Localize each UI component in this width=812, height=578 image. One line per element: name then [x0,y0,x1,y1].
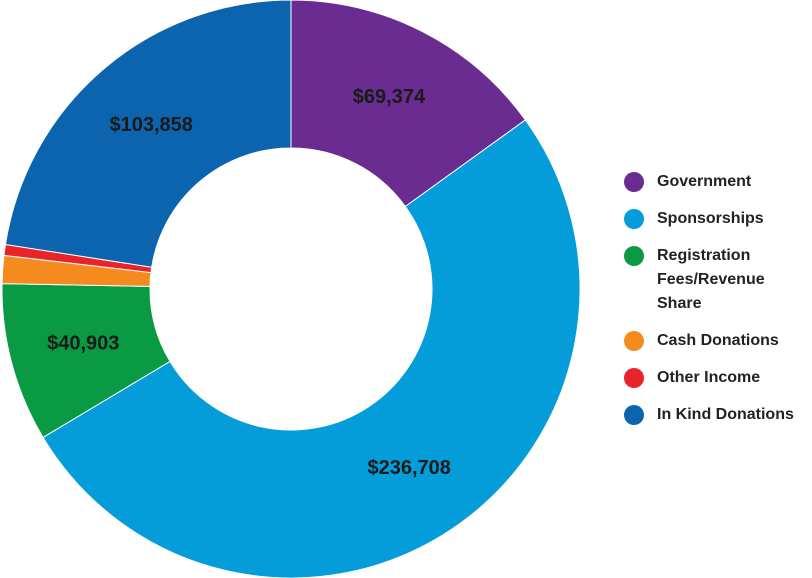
legend-label-sponsorships: Sponsorships [657,210,764,227]
legend-swatch-cash-donations [624,331,644,351]
legend-swatch-registration-fees [624,246,644,266]
slices [1,0,581,578]
legend-swatch-in-kind-donations [624,405,644,425]
legend-label-registration-fees: Registration Fees/Revenue Share [657,247,765,312]
legend-item-sponsorships: Sponsorships [624,207,812,231]
slice-label-government: $69,374 [353,86,426,108]
legend-label-other-income: Other Income [657,369,761,386]
legend-swatch-sponsorships [624,209,644,229]
legend: Government Sponsorships Registration Fee… [624,170,812,440]
legend-item-registration-fees: Registration Fees/Revenue Share [624,244,812,316]
legend-label-in-kind-donations: In Kind Donations [657,406,794,423]
slice-label-registration-fees-revenue-share: $40,903 [47,333,119,355]
legend-item-cash-donations: Cash Donations [624,329,812,353]
legend-item-other-income: Other Income [624,366,812,390]
slice-label-in-kind-donations: $103,858 [109,114,192,136]
slice-in-kind-donations [4,0,292,268]
legend-swatch-government [624,172,644,192]
slice-label-sponsorships: $236,708 [367,457,450,479]
legend-label-government: Government [657,173,752,190]
slice-government [290,0,527,208]
slice-sponsorships [42,119,581,578]
slice-labels: $69,374 $236,708 $40,903 $103,858 [47,86,451,479]
legend-item-in-kind-donations: In Kind Donations [624,403,812,427]
legend-label-cash-donations: Cash Donations [657,332,779,349]
legend-swatch-other-income [624,368,644,388]
legend-item-government: Government [624,170,812,194]
